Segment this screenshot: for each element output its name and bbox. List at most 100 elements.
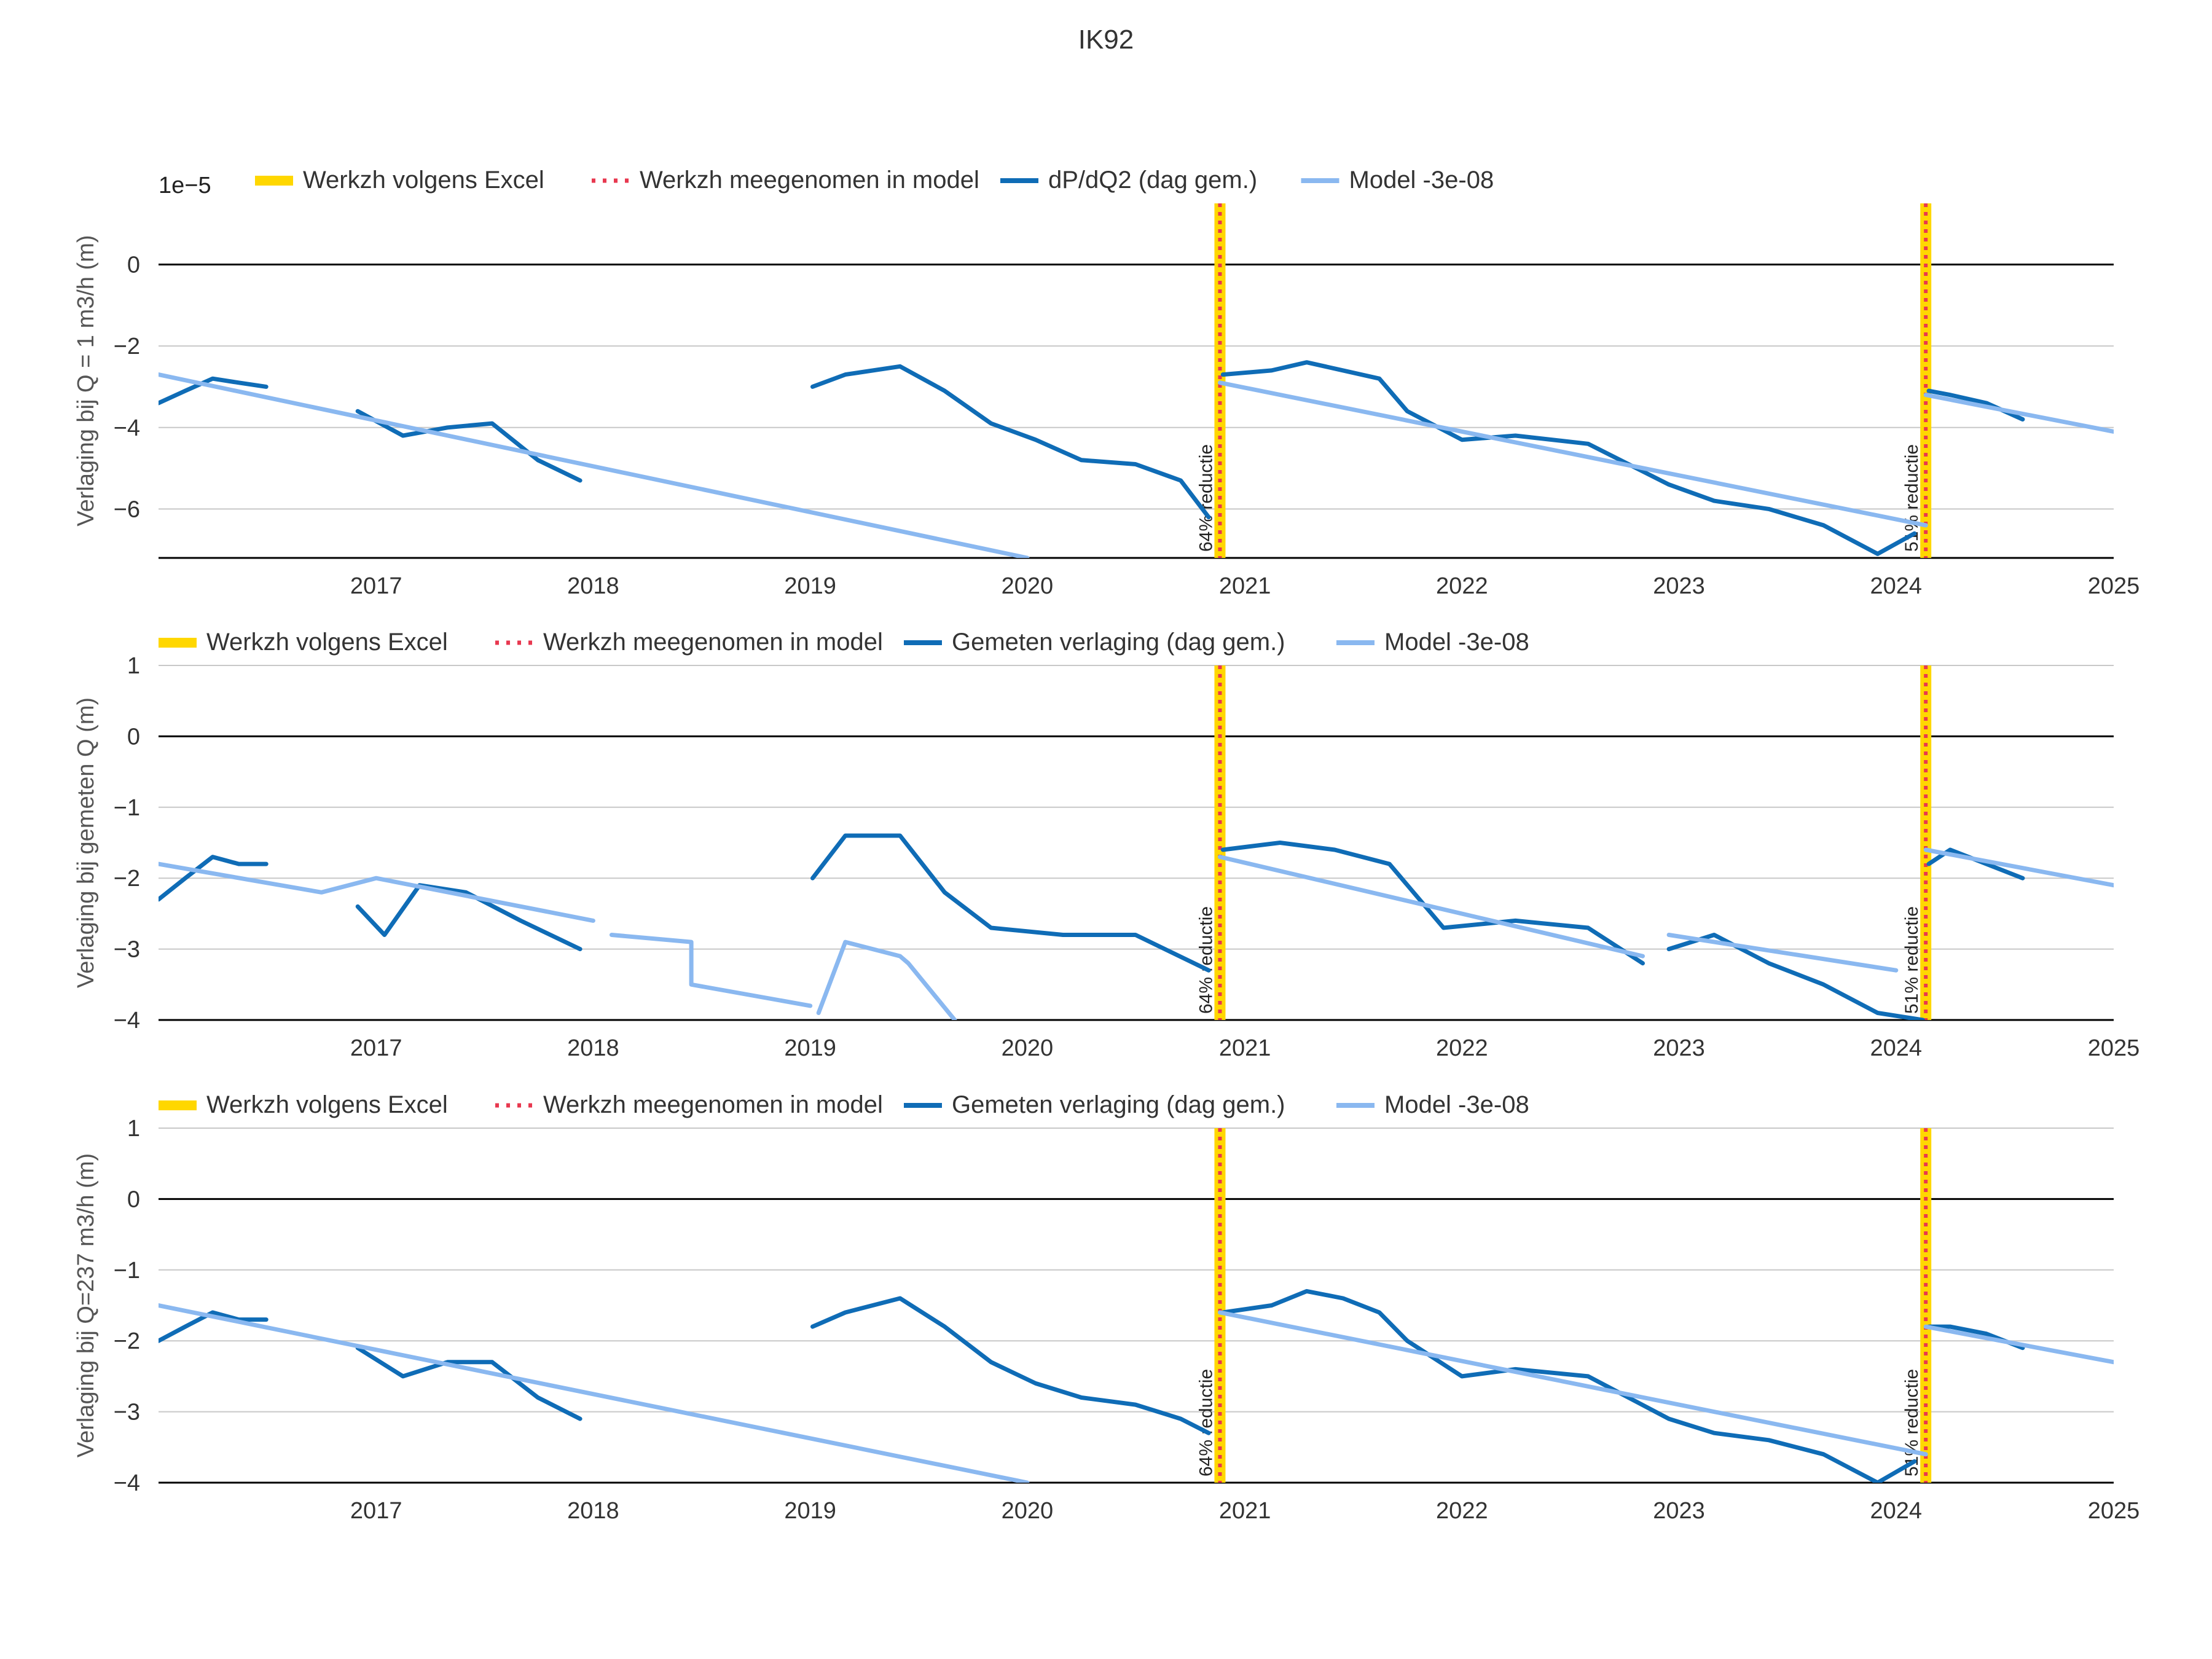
y-tick-label: −1	[114, 1258, 140, 1284]
y-tick-label: −3	[114, 937, 140, 963]
x-tick-label: 2023	[1653, 1035, 1705, 1061]
event-band-excel	[1920, 665, 1932, 1020]
legend-label: Werkzh volgens Excel	[206, 629, 448, 656]
model-series-line	[159, 372, 1030, 558]
x-tick-label: 2025	[2088, 573, 2140, 599]
event-annotation: 51% reductie	[1902, 1369, 1922, 1477]
y-tick-label: −1	[114, 795, 140, 821]
x-tick-label: 2022	[1436, 1035, 1488, 1061]
x-tick-label: 2017	[350, 573, 402, 599]
y-tick-label: −6	[114, 496, 140, 522]
model-series-line	[1923, 847, 2114, 888]
model-series-line	[609, 933, 813, 1008]
series-group	[159, 360, 2114, 558]
x-tick-label: 2022	[1436, 573, 1488, 599]
measured-series-line	[810, 364, 1211, 520]
legend: Werkzh volgens Excel Werkzh meegenomen in…	[159, 1091, 1529, 1118]
series-group	[159, 1288, 2114, 1483]
legend-label: Gemeten verlaging (dag gem.)	[952, 1091, 1285, 1118]
x-tick-label: 2017	[350, 1498, 402, 1524]
y-tick-label: 1	[127, 1116, 140, 1142]
model-series-line	[1218, 855, 1645, 959]
x-tick-label: 2018	[567, 573, 619, 599]
x-tick-label: 2024	[1870, 573, 1923, 599]
x-tick-label: 2023	[1653, 1498, 1705, 1524]
x-tick-label: 2023	[1653, 573, 1705, 599]
measured-series-line	[1220, 841, 1645, 966]
legend-label: Werkzh meegenomen in model	[640, 167, 979, 194]
chart-panel-2: 1 0 −1 −2 −3 −4 2017 2018 2019 2020 2021 2022 2023 20…	[73, 629, 2139, 1061]
x-tick-label: 2021	[1219, 1498, 1271, 1524]
event-annotation: 64% reductie	[1196, 444, 1216, 552]
x-tick-label: 2017	[350, 1035, 402, 1061]
legend-label: Model -3e-08	[1349, 167, 1494, 194]
legend: Werkzh volgens Excel Werkzh meegenomen in…	[255, 167, 1494, 194]
page-title: IK92	[1078, 25, 1134, 55]
y-tick-label: −4	[114, 415, 140, 441]
y-exponent-label: 1e−5	[159, 173, 211, 198]
legend-label: Model -3e-08	[1384, 629, 1529, 656]
measured-series-line	[1666, 933, 1925, 1020]
model-series-line	[1218, 1310, 1928, 1457]
x-tick-label: 2021	[1219, 573, 1271, 599]
x-tick-label: 2020	[1002, 1498, 1054, 1524]
y-tick-label: −2	[114, 866, 140, 892]
x-tick-label: 2019	[784, 1498, 836, 1524]
model-series-line	[1923, 393, 2114, 434]
x-tick-label: 2021	[1219, 1035, 1271, 1061]
event-band-excel	[1920, 203, 1932, 558]
x-tick-label: 2018	[567, 1498, 619, 1524]
model-series-line	[159, 861, 595, 923]
y-axis-title: Verlaging bij gemeten Q (m)	[73, 697, 99, 988]
legend-label: Model -3e-08	[1384, 1091, 1529, 1118]
model-series-line	[1666, 933, 1899, 973]
x-tick-label: 2024	[1870, 1498, 1923, 1524]
measured-series-line	[159, 1310, 269, 1343]
legend-label: Werkzh meegenomen in model	[543, 1091, 883, 1118]
x-tick-label: 2025	[2088, 1498, 2140, 1524]
measured-series-line	[355, 883, 582, 952]
chart-panel-3: 1 0 −1 −2 −3 −4 2017 2018 2019 2020 2021 2022 2023 20…	[73, 1091, 2139, 1524]
event-annotation: 64% reductie	[1196, 906, 1216, 1014]
y-tick-label: 0	[127, 1186, 140, 1212]
model-series-line	[1218, 380, 1928, 528]
x-tick-label: 2020	[1002, 1035, 1054, 1061]
model-series-line	[816, 939, 957, 1020]
legend-label: Werkzh volgens Excel	[303, 167, 544, 194]
y-tick-label: −2	[114, 334, 140, 359]
x-tick-label: 2019	[784, 573, 836, 599]
x-tick-label: 2022	[1436, 1498, 1488, 1524]
measured-series-line	[355, 409, 582, 483]
model-series-line	[159, 1303, 1030, 1483]
y-axis-title: Verlaging bij Q=237 m3/h (m)	[73, 1153, 99, 1457]
x-tick-label: 2025	[2088, 1035, 2140, 1061]
x-tick-label: 2018	[567, 1035, 619, 1061]
y-tick-label: 1	[127, 653, 140, 679]
legend-label: Gemeten verlaging (dag gem.)	[952, 629, 1285, 656]
y-tick-label: −4	[114, 1470, 140, 1496]
chart-panel-1: 0 −2 −4 −6 2017 2018 2019 2020 2021 2022 2023 2024 2…	[73, 167, 2139, 599]
y-tick-label: −3	[114, 1400, 140, 1426]
y-tick-label: 0	[127, 252, 140, 278]
measured-series-line	[159, 376, 269, 406]
y-tick-label: −2	[114, 1328, 140, 1354]
x-tick-label: 2020	[1002, 573, 1054, 599]
event-annotation: 64% reductie	[1196, 1369, 1216, 1477]
measured-series-line	[810, 1296, 1211, 1435]
legend-label: Werkzh meegenomen in model	[543, 629, 883, 656]
series-group	[159, 833, 2114, 1020]
x-tick-label: 2019	[784, 1035, 836, 1061]
y-axis-title: Verlaging bij Q = 1 m3/h (m)	[73, 235, 99, 526]
event-band-excel	[1920, 1128, 1932, 1483]
measured-series-line	[355, 1346, 582, 1421]
y-tick-label: −4	[114, 1008, 140, 1033]
measured-series-line	[1220, 1288, 1917, 1483]
legend-label: dP/dQ2 (dag gem.)	[1048, 167, 1257, 194]
x-tick-label: 2024	[1870, 1035, 1923, 1061]
y-tick-label: 0	[127, 724, 140, 750]
measured-series-line	[1220, 360, 1917, 556]
measured-series-line	[159, 855, 269, 902]
event-annotation: 51% reductie	[1902, 906, 1922, 1014]
legend: Werkzh volgens Excel Werkzh meegenomen in…	[159, 629, 1529, 656]
